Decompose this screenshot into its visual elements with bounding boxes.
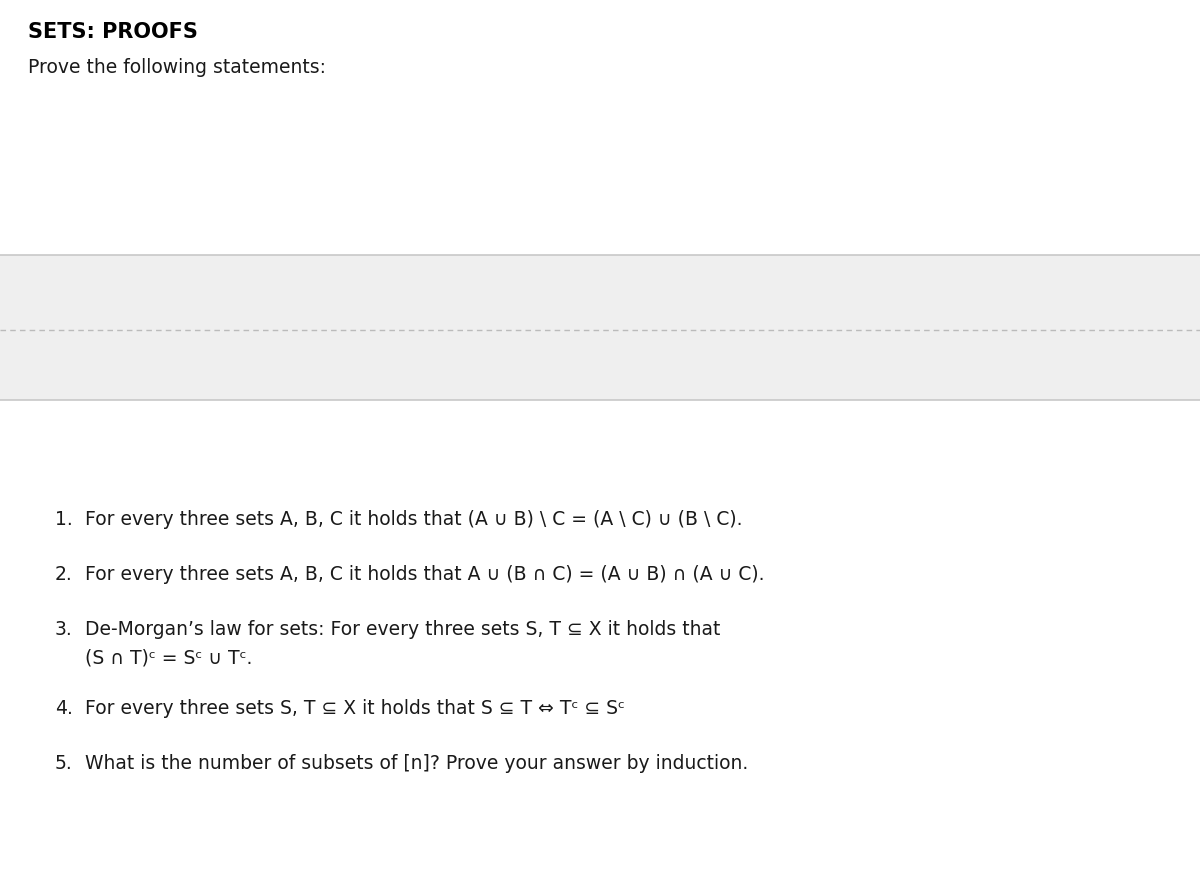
Text: Prove the following statements:: Prove the following statements: bbox=[28, 58, 326, 77]
Text: 1.: 1. bbox=[55, 510, 73, 529]
Text: What is the number of subsets of [n]? Prove your answer by induction.: What is the number of subsets of [n]? Pr… bbox=[85, 754, 749, 773]
Text: For every three sets A, B, C it holds that A ∪ (B ∩ C) = (A ∪ B) ∩ (A ∪ C).: For every three sets A, B, C it holds th… bbox=[85, 565, 764, 584]
Text: For every three sets A, B, C it holds that (A ∪ B) \ C = (A \ C) ∪ (B \ C).: For every three sets A, B, C it holds th… bbox=[85, 510, 743, 529]
Text: 4.: 4. bbox=[55, 699, 73, 718]
Text: 5.: 5. bbox=[55, 754, 73, 773]
Text: SETS: PROOFS: SETS: PROOFS bbox=[28, 22, 198, 42]
Text: 3.: 3. bbox=[55, 620, 73, 639]
Text: De-Morgan’s law for sets: For every three sets S, T ⊆ X it holds that: De-Morgan’s law for sets: For every thre… bbox=[85, 620, 720, 639]
Text: 2.: 2. bbox=[55, 565, 73, 584]
Text: (S ∩ T)ᶜ = Sᶜ ∪ Tᶜ.: (S ∩ T)ᶜ = Sᶜ ∪ Tᶜ. bbox=[85, 648, 252, 667]
Bar bbox=[0, 255, 1200, 400]
Text: For every three sets S, T ⊆ X it holds that S ⊆ T ⇔ Tᶜ ⊆ Sᶜ: For every three sets S, T ⊆ X it holds t… bbox=[85, 699, 625, 718]
